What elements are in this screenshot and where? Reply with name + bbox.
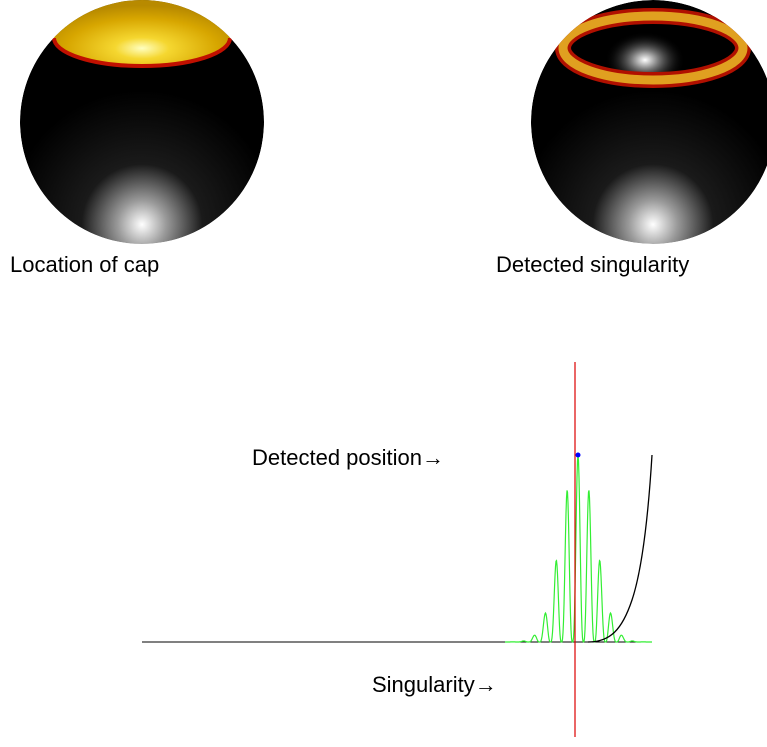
annotation: Detected position→ (252, 445, 444, 470)
growth-curve (588, 455, 652, 642)
caption: Detected singularity (496, 252, 689, 277)
singularity-sphere (531, 0, 767, 244)
figure: Location of cap Detected singularity Det… (0, 0, 767, 742)
caption: Location of cap (10, 252, 159, 277)
detected-point (576, 453, 581, 458)
annotation: Singularity→ (372, 672, 497, 697)
response-curve (505, 455, 652, 642)
cap-sphere (20, 0, 264, 244)
